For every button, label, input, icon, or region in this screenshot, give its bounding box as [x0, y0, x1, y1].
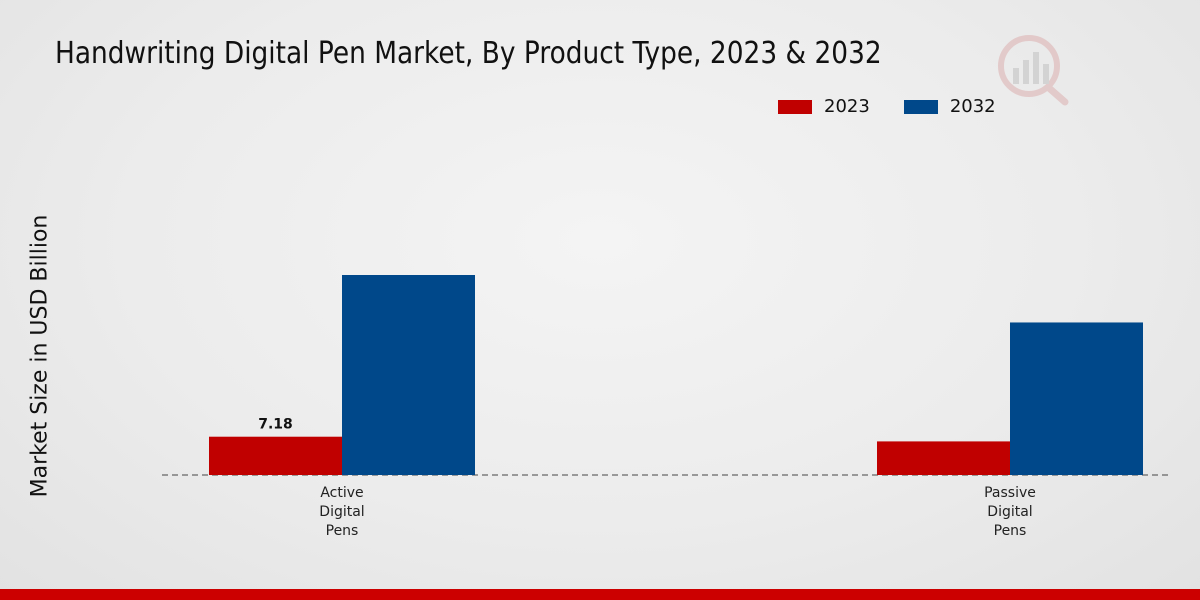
- bar-2032-1: [1010, 322, 1143, 475]
- legend-label-2032: 2032: [949, 96, 996, 117]
- legend: 2023 2032: [778, 96, 1030, 117]
- legend-swatch-2032: [903, 99, 938, 114]
- bar-2032-0: [342, 275, 475, 475]
- legend-item-2023: 2023: [778, 96, 870, 117]
- chart-title: Handwriting Digital Pen Market, By Produ…: [55, 36, 882, 71]
- bottom-accent-bar: [0, 589, 1200, 600]
- brand-logo-icon: [998, 35, 1069, 106]
- bar-2023-1: [877, 441, 1010, 475]
- bar-2023-0: [209, 436, 342, 475]
- x-tick-label: Passive Digital Pens: [984, 485, 1036, 539]
- data-label: 7.18: [258, 417, 293, 433]
- x-tick-label: Active Digital Pens: [319, 485, 364, 539]
- legend-item-2032: 2032: [903, 96, 996, 117]
- legend-label-2023: 2023: [824, 96, 870, 117]
- legend-swatch-2023: [778, 99, 812, 114]
